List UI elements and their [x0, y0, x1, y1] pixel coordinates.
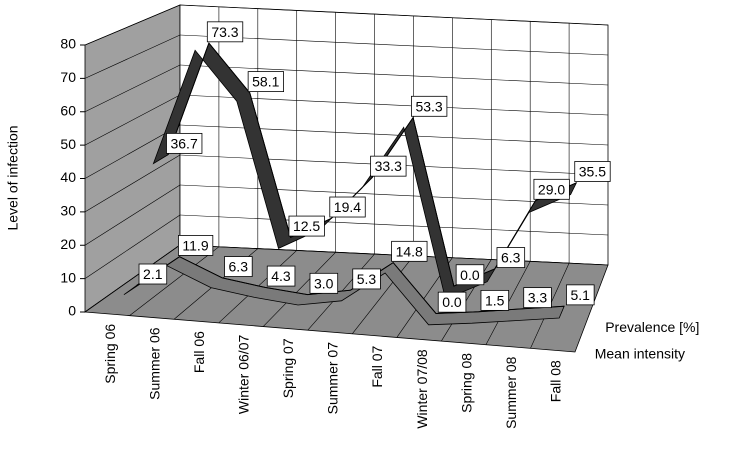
data-label: 3.0	[314, 275, 334, 291]
data-label-box	[288, 215, 325, 237]
data-label-box	[370, 155, 407, 177]
x-tick-label: Summer 06	[147, 327, 163, 400]
grid-line	[179, 64, 609, 86]
data-label: 6.3	[229, 259, 249, 275]
grid-line	[84, 34, 181, 79]
data-label-box	[455, 264, 485, 286]
data-label: 19.4	[334, 199, 361, 215]
y-tick-label: 0	[68, 303, 76, 319]
data-label: 5.3	[357, 271, 377, 287]
data-label: 3.3	[528, 290, 548, 306]
series-line	[167, 42, 577, 287]
data-label-box	[437, 291, 467, 313]
data-label-box	[523, 287, 552, 309]
data-label: 11.9	[182, 237, 208, 253]
grid-line	[84, 244, 181, 313]
x-tick-label: Spring 08	[458, 353, 474, 413]
x-tick-label: Fall 07	[369, 345, 385, 387]
y-tick-label: 30	[60, 203, 76, 219]
data-label: 73.3	[211, 24, 238, 40]
data-label: 14.8	[396, 243, 423, 259]
grid-line	[179, 4, 609, 26]
x-tick-label: Fall 08	[547, 360, 563, 402]
grid-line	[179, 214, 609, 236]
data-label-box	[206, 21, 244, 43]
data-label-box	[329, 196, 366, 218]
data-label-box	[224, 256, 253, 277]
floor-grid-line	[352, 255, 414, 335]
grid-line	[84, 94, 181, 146]
x-tick-label: Summer 07	[325, 342, 341, 415]
data-label-box	[411, 95, 448, 117]
y-tick-label: 50	[60, 136, 76, 152]
data-label: 4.3	[271, 268, 291, 284]
data-label: 36.7	[170, 135, 197, 151]
data-label: 53.3	[415, 98, 442, 114]
grid-line	[84, 214, 181, 279]
y-tick-label: 40	[60, 169, 76, 185]
grid-line	[84, 154, 181, 213]
x-tick-label: Spring 07	[280, 338, 296, 398]
data-label-box	[309, 272, 339, 294]
data-label: 5.1	[570, 287, 590, 303]
data-label: 1.5	[485, 292, 505, 308]
data-label: 6.3	[501, 250, 521, 266]
data-label-box	[391, 240, 428, 262]
y-axis-label: Level of infection	[5, 125, 21, 230]
data-label: 29.0	[538, 181, 565, 197]
data-label: 35.5	[579, 163, 606, 179]
series-label: Mean intensity	[595, 346, 685, 362]
data-label-box	[178, 235, 214, 256]
data-label-box	[266, 265, 296, 287]
grid-line	[84, 184, 181, 246]
data-label-box	[247, 71, 285, 93]
data-label-box	[138, 263, 168, 285]
data-label-box	[496, 247, 526, 268]
x-tick-label: Winter 06/07	[236, 335, 252, 415]
grid-line	[84, 64, 181, 113]
data-label-box	[480, 289, 510, 311]
data-label: 2.1	[143, 266, 163, 282]
data-label: 12.5	[293, 218, 320, 234]
data-label-box	[166, 132, 203, 154]
y-tick-label: 80	[60, 36, 76, 52]
data-label-box	[574, 161, 611, 182]
data-label: 33.3	[375, 158, 402, 174]
data-label: 58.1	[252, 74, 279, 90]
floor-grid-line	[262, 252, 336, 327]
x-tick-label: Summer 08	[503, 356, 519, 429]
data-label: 0.0	[442, 294, 462, 310]
grid-line	[84, 4, 181, 46]
y-tick-label: 10	[60, 269, 76, 285]
y-tick-label: 60	[60, 102, 76, 118]
x-tick-label: Spring 06	[102, 324, 118, 384]
y-tick-label: 70	[60, 69, 76, 85]
series-label: Prevalence [%]	[605, 319, 699, 335]
x-tick-label: Fall 06	[191, 331, 207, 373]
data-label-box	[566, 284, 595, 306]
grid-line	[179, 34, 609, 56]
x-tick-label: Winter 07/08	[414, 349, 430, 429]
data-label-box	[352, 268, 381, 290]
data-label: 0.0	[460, 267, 480, 283]
data-label-box	[533, 178, 570, 200]
floor-grid-line	[129, 246, 220, 316]
y-tick-label: 20	[60, 236, 76, 252]
